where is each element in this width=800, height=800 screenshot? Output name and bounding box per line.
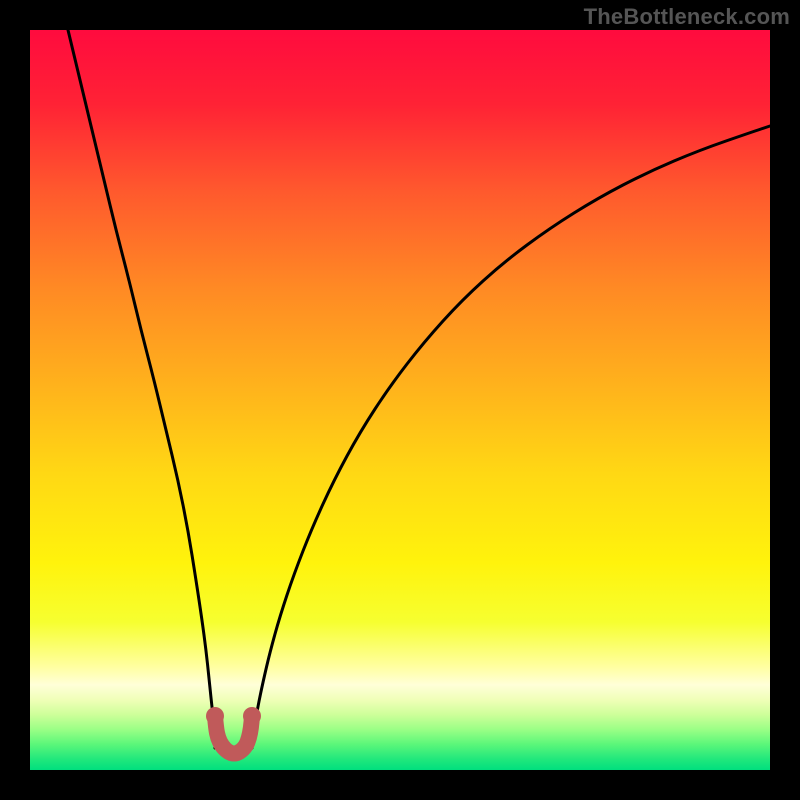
u-endpoint-right	[243, 707, 261, 725]
plot-area	[30, 30, 770, 770]
watermark-text: TheBottleneck.com	[584, 4, 790, 30]
curve-left	[68, 30, 215, 748]
chart-curves	[30, 30, 770, 770]
curve-right	[252, 126, 770, 748]
u-endpoint-left	[206, 707, 224, 725]
